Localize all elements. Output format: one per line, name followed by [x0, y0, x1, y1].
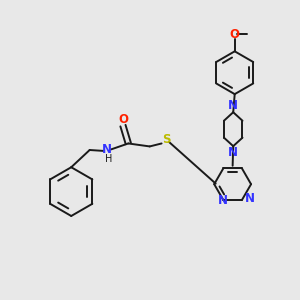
Text: N: N: [228, 99, 238, 112]
Text: N: N: [218, 194, 228, 207]
Text: N: N: [102, 143, 112, 156]
Text: O: O: [118, 113, 128, 126]
Text: O: O: [230, 28, 240, 40]
Text: S: S: [162, 133, 170, 146]
Text: H: H: [105, 154, 112, 164]
Text: N: N: [228, 146, 238, 159]
Text: N: N: [244, 192, 255, 206]
